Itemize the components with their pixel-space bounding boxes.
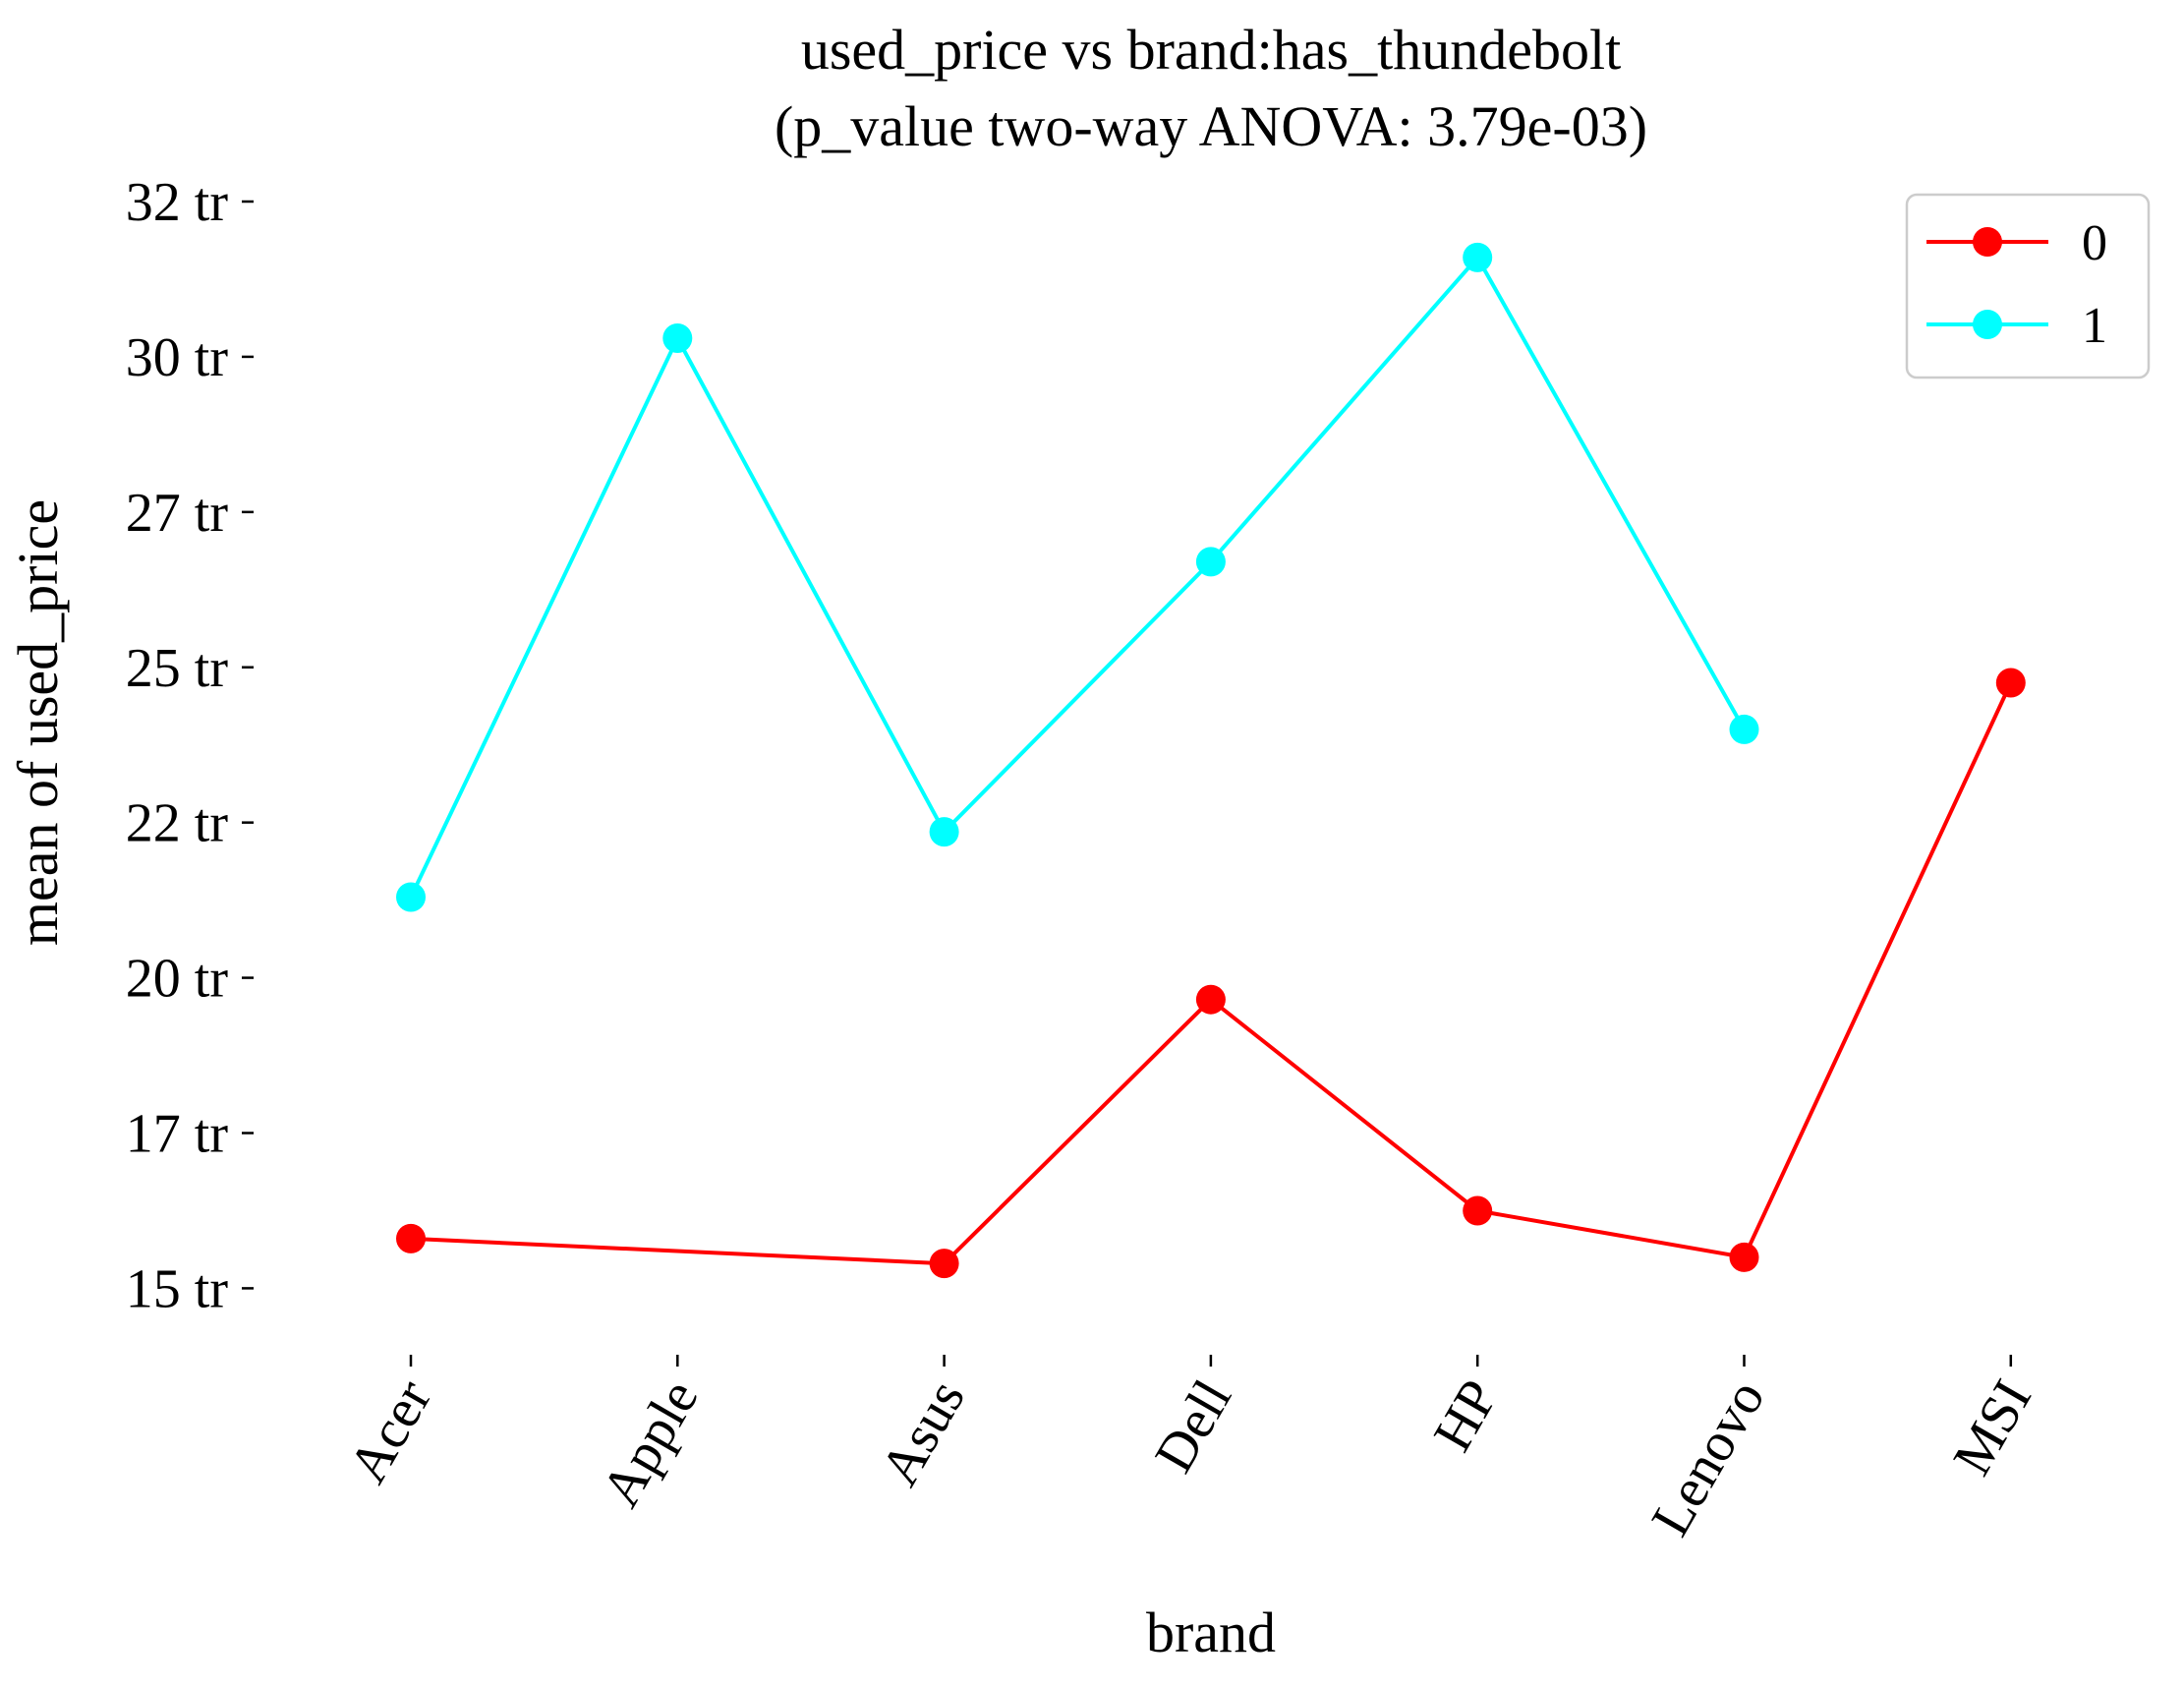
data-point [1729, 1242, 1759, 1272]
legend-label: 1 [2082, 298, 2107, 354]
legend-item-1: 1 [1926, 298, 2107, 354]
legend-frame [1905, 193, 2151, 379]
series-1 [396, 242, 1759, 912]
y-tick-label: 30 tr [126, 327, 229, 388]
y-axis: 15 tr 17 tr 20 tr 22 tr 25 tr 27 tr 30 tr 32 tr [126, 172, 254, 1319]
legend-marker [1973, 310, 2002, 339]
series-layer [396, 242, 2026, 1279]
x-tick-label: Dell [1143, 1370, 1243, 1484]
y-tick-label: 22 tr [126, 793, 229, 854]
y-tick-label: 20 tr [126, 949, 229, 1010]
y-tick-label: 27 tr [126, 483, 229, 544]
x-tick-label: Lenovo [1640, 1370, 1777, 1546]
chart-title: used_price vs brand:has_thundebolt [801, 18, 1621, 82]
legend-marker [1973, 227, 2002, 257]
data-point [1995, 668, 2026, 698]
data-point [1195, 984, 1226, 1015]
x-tick-label: HP [1422, 1370, 1510, 1462]
series-0 [396, 668, 2026, 1279]
data-point [1195, 547, 1226, 577]
x-axis: Acer Apple Asus Dell HP Lenovo MSI [337, 1355, 2043, 1546]
data-point [662, 322, 693, 353]
data-point [396, 882, 426, 912]
x-tick-label: Apple [590, 1370, 710, 1518]
series-line [409, 254, 1747, 899]
legend-item-0: 0 [1926, 215, 2107, 271]
y-tick-label: 17 tr [126, 1104, 229, 1165]
data-point [1463, 242, 1493, 272]
series-line [410, 681, 2013, 1266]
x-tick-label: Asus [869, 1370, 977, 1496]
data-point [929, 1249, 959, 1279]
x-axis-label: brand [1146, 1601, 1276, 1664]
y-tick-label: 25 tr [126, 638, 229, 699]
data-point [929, 817, 959, 847]
data-point [1463, 1195, 1493, 1226]
chart-subtitle: (p_value two-way ANOVA: 3.79e-03) [775, 94, 1647, 158]
x-tick-label: MSI [1942, 1370, 2043, 1485]
y-tick-label: 32 tr [126, 172, 229, 233]
legend-label: 0 [2082, 215, 2107, 271]
x-tick-label: Acer [337, 1369, 443, 1493]
y-axis-label: mean of used_price [6, 499, 70, 946]
data-point [1729, 714, 1759, 744]
legend: 01 [1905, 193, 2151, 379]
y-tick-label: 15 tr [126, 1258, 229, 1319]
data-point [396, 1223, 426, 1253]
